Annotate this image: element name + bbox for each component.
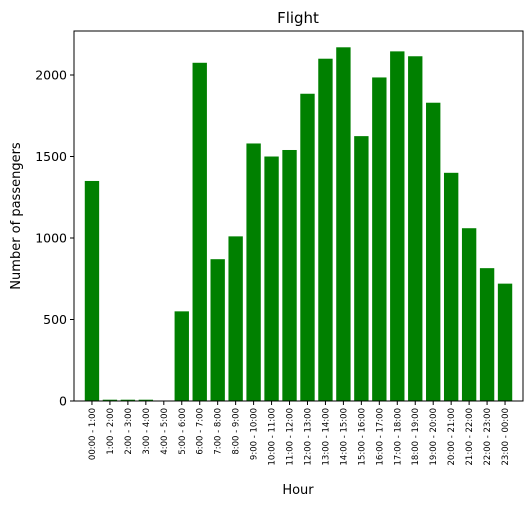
bar xyxy=(408,56,423,401)
bar xyxy=(138,399,154,401)
bar xyxy=(354,136,369,401)
bar xyxy=(174,311,189,401)
bar xyxy=(120,399,136,401)
y-tick-label: 2000 xyxy=(35,68,67,83)
x-tick-label: 21:00 - 22:00 xyxy=(465,408,475,465)
x-tick-label: 8:00 - 9:00 xyxy=(232,408,242,455)
y-axis: 0 500 1000 1500 2000 xyxy=(35,68,74,409)
bar xyxy=(282,149,297,401)
x-tick-label: 14:00 - 15:00 xyxy=(339,408,349,465)
x-tick-label: 17:00 - 18:00 xyxy=(393,408,403,465)
y-tick-label: 500 xyxy=(43,312,67,327)
x-tick-label: 12:00 - 13:00 xyxy=(303,408,313,465)
x-tick-label: 5:00 - 6:00 xyxy=(178,408,188,455)
plot-frame xyxy=(73,30,524,402)
x-tick-label: 13:00 - 14:00 xyxy=(321,408,331,465)
x-tick-label: 11:00 - 12:00 xyxy=(286,408,296,465)
bar xyxy=(390,51,405,402)
x-tick-label: 20:00 - 21:00 xyxy=(447,408,457,465)
bar xyxy=(192,62,207,401)
bar xyxy=(318,58,333,402)
bar xyxy=(479,268,495,401)
y-tick-label: 1500 xyxy=(35,149,67,164)
x-tick-label: 4:00 - 5:00 xyxy=(160,408,170,455)
bar xyxy=(336,47,351,402)
bar xyxy=(300,93,315,401)
x-tick-label: 22:00 - 23:00 xyxy=(483,408,493,465)
bar xyxy=(264,156,279,401)
y-tick-label: 0 xyxy=(59,394,67,409)
bar xyxy=(443,172,459,401)
x-tick-label: 23:00 - 00:00 xyxy=(501,408,511,465)
x-tick-label: 7:00 - 8:00 xyxy=(214,408,224,455)
bar xyxy=(426,102,441,401)
x-tick-label: 00:00 - 1:00 xyxy=(88,408,98,460)
bar xyxy=(228,236,243,401)
x-axis: 00:00 - 1:00 1:00 - 2:00 2:00 - 3:00 3:00 -… xyxy=(88,401,511,465)
bars-group xyxy=(84,47,513,402)
x-tick-label: 2:00 - 3:00 xyxy=(124,408,134,455)
x-tick-label: 6:00 - 7:00 xyxy=(196,408,206,455)
chart-title: Flight xyxy=(277,9,319,27)
bar xyxy=(102,399,118,401)
bar xyxy=(246,143,261,401)
y-axis-label: Number of passengers xyxy=(9,142,24,290)
bar xyxy=(84,180,100,401)
bar xyxy=(497,283,513,401)
x-axis-label: Hour xyxy=(282,483,314,498)
x-tick-label: 3:00 - 4:00 xyxy=(142,408,152,455)
x-tick-label: 9:00 - 10:00 xyxy=(250,408,260,460)
y-tick-label: 1000 xyxy=(35,231,67,246)
x-tick-label: 16:00 - 17:00 xyxy=(375,408,385,465)
x-tick-label: 15:00 - 16:00 xyxy=(357,408,367,465)
x-tick-label: 1:00 - 2:00 xyxy=(106,408,116,455)
x-tick-label: 10:00 - 11:00 xyxy=(268,408,278,465)
bar xyxy=(461,228,477,401)
bar xyxy=(372,77,387,401)
bar xyxy=(210,259,225,401)
x-tick-label: 18:00 - 19:00 xyxy=(411,408,421,465)
x-tick-label: 19:00 - 20:00 xyxy=(429,408,439,465)
